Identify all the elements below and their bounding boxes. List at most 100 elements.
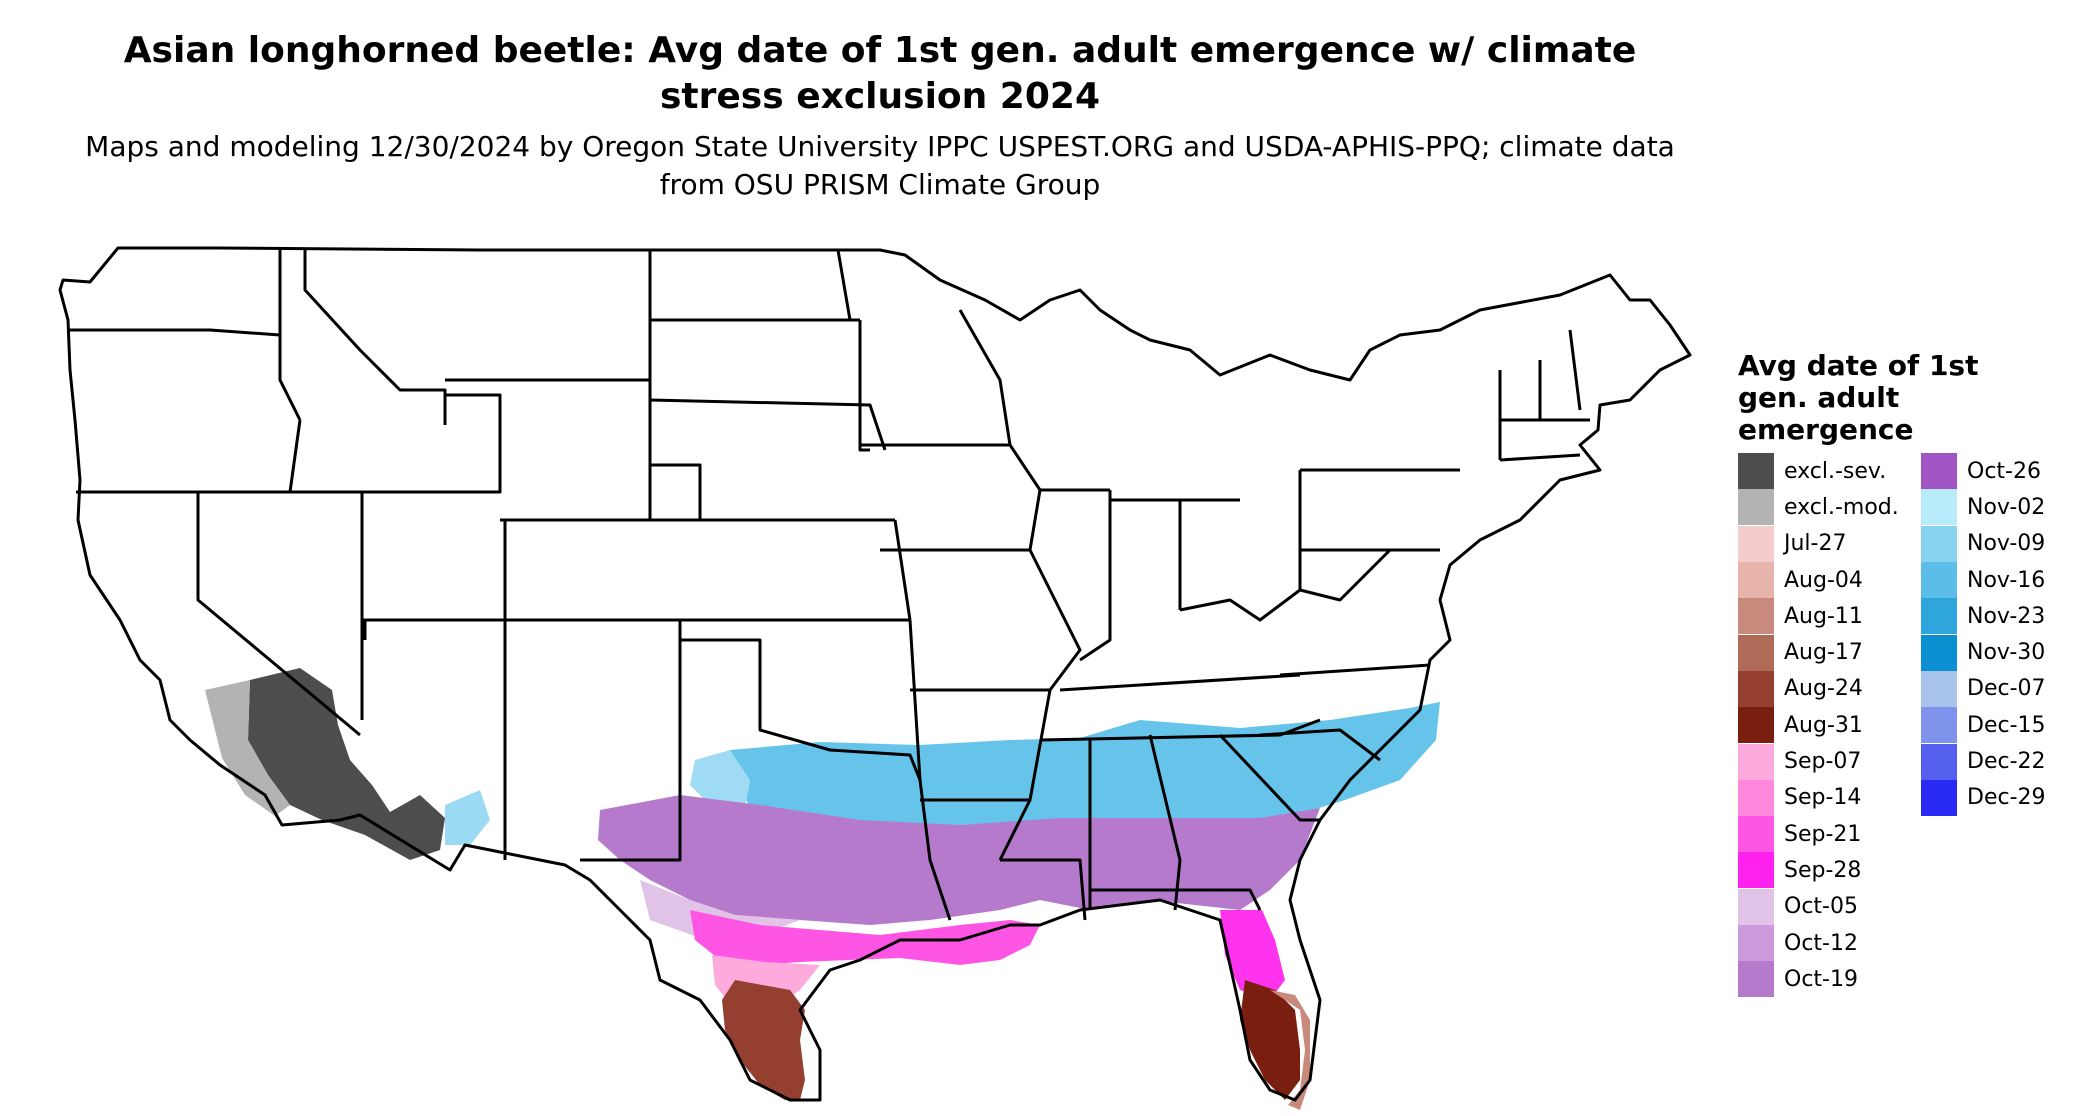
legend-item: Dec-22: [1921, 743, 2046, 780]
legend-swatch: [1738, 925, 1774, 961]
border-oh-ky-wv: [1179, 588, 1301, 622]
map-title: Asian longhorned beetle: Avg date of 1st…: [123, 30, 1637, 117]
border-nd-mn: [836, 249, 852, 321]
legend-label: Aug-04: [1784, 567, 1863, 593]
border-ca-nv: [196, 492, 361, 737]
legend-column-2: Oct-26 Nov-02 Nov-09 Nov-16 Nov-23 Nov-30 Dec-…: [1921, 453, 2046, 816]
legend-label: Aug-17: [1784, 640, 1863, 666]
legend-item: Nov-16: [1921, 562, 2046, 599]
legend-label: Nov-16: [1967, 567, 2046, 593]
border-mn-wi: [958, 309, 1012, 446]
legend-swatch: [1738, 525, 1774, 562]
legend-item: Aug-04: [1738, 562, 1899, 599]
legend-swatch: [1738, 743, 1774, 780]
border-wa-id: [278, 248, 302, 421]
us-map: [58, 246, 1692, 1110]
border-ky-tn: [1059, 673, 1301, 692]
legend-swatch: [1738, 888, 1774, 925]
border-id-ut-wy: [290, 393, 502, 494]
legend-swatch: [1921, 743, 1957, 780]
legend-item: Oct-26: [1921, 453, 2046, 490]
legend-item: Aug-31: [1738, 707, 1899, 744]
border-la-ms: [1000, 858, 1087, 921]
zone-nov-southeast: [730, 702, 1440, 830]
legend-label: Oct-19: [1784, 966, 1858, 992]
legend-item: Sep-28: [1738, 852, 1899, 889]
legend-swatch: [1921, 562, 1957, 599]
legend-item: Dec-29: [1921, 779, 2046, 816]
legend-swatch: [1738, 562, 1774, 599]
border-al-fl-ga: [1090, 888, 1262, 911]
legend-item: Sep-07: [1738, 743, 1899, 780]
border-ar-ms: [998, 689, 1052, 861]
legend-column-1: excl.-sev. excl.-mod. Jul-27 Aug-04 Aug-11 Au…: [1738, 453, 1899, 998]
legend-item: excl.-sev.: [1738, 453, 1899, 490]
legend-label: Nov-23: [1967, 603, 2046, 629]
legend-swatch: [1738, 453, 1774, 490]
zone-nov-texas-north: [690, 750, 750, 810]
legend-item: Dec-07: [1921, 670, 2046, 707]
border-nh-me: [1568, 329, 1582, 411]
border-id-mt: [303, 248, 447, 425]
border-ct-ny: [1499, 453, 1581, 462]
legend-item: Oct-05: [1738, 888, 1899, 925]
border-ia-il: [1008, 444, 1042, 551]
zone-sep-gulf: [690, 910, 1040, 965]
border-mo-il: [1028, 549, 1082, 691]
border-ga-sc: [1218, 733, 1320, 822]
legend-swatch: [1738, 707, 1774, 744]
border-al-ga: [1148, 734, 1182, 911]
legend-swatch: [1921, 670, 1957, 707]
legend-item: Aug-11: [1738, 598, 1899, 635]
us-outline: [58, 246, 1692, 1102]
legend-label: Dec-22: [1967, 749, 2046, 775]
legend-item: Nov-23: [1921, 598, 2046, 635]
legend-label: Sep-07: [1784, 749, 1862, 775]
legend-swatch: [1738, 670, 1774, 707]
legend-swatch: [1921, 489, 1957, 526]
legend-label: Jul-27: [1784, 531, 1847, 557]
legend-swatch: [1921, 453, 1957, 490]
legend-swatch: [1738, 852, 1774, 889]
border-ne-co: [650, 463, 702, 520]
legend-item: Dec-15: [1921, 707, 2046, 744]
border-or-id: [288, 419, 302, 493]
legend-swatch: [1738, 961, 1774, 998]
legend-label: Sep-14: [1784, 785, 1862, 811]
legend-swatch: [1738, 634, 1774, 671]
legend-label: Sep-28: [1784, 857, 1862, 883]
border-nc-sc: [1259, 728, 1381, 762]
legend-item: Nov-02: [1921, 489, 2046, 526]
zone-aug-florida: [1240, 980, 1300, 1100]
legend-swatch: [1738, 779, 1774, 816]
legend-item: Aug-24: [1738, 670, 1899, 707]
legend-item: Nov-09: [1921, 525, 2046, 562]
legend-label: Dec-15: [1967, 712, 2046, 738]
legend-label: Nov-30: [1967, 640, 2046, 666]
legend-item: Sep-14: [1738, 779, 1899, 816]
zone-nov-southwest: [445, 790, 490, 845]
border-wa-or: [68, 328, 281, 337]
legend-swatch: [1921, 598, 1957, 635]
legend-label: Oct-05: [1784, 894, 1858, 920]
legend-label: Aug-31: [1784, 712, 1863, 738]
legend-swatch: [1921, 779, 1957, 816]
zone-oct-light: [640, 880, 800, 938]
legend-swatch: [1738, 489, 1774, 526]
legend-swatch: [1921, 634, 1957, 671]
legend-item: Oct-19: [1738, 961, 1899, 998]
legend-label: Dec-07: [1967, 676, 2046, 702]
legend-swatch: [1921, 525, 1957, 562]
legend-label: Dec-29: [1967, 785, 2046, 811]
border-ok-tx: [680, 638, 922, 781]
legend-item: Oct-12: [1738, 925, 1899, 961]
border-ks-mo: [893, 519, 912, 621]
zone-excl-sev-southwest: [248, 668, 445, 860]
zone-oct-south: [598, 795, 1320, 925]
legend-label: Aug-11: [1784, 603, 1863, 629]
zone-aug-south-texas: [722, 980, 805, 1100]
legend-item: Nov-30: [1921, 634, 2046, 671]
border-il-in: [1079, 490, 1112, 662]
border-nm-tx: [580, 620, 682, 862]
state-boundaries: [58, 246, 1692, 1102]
